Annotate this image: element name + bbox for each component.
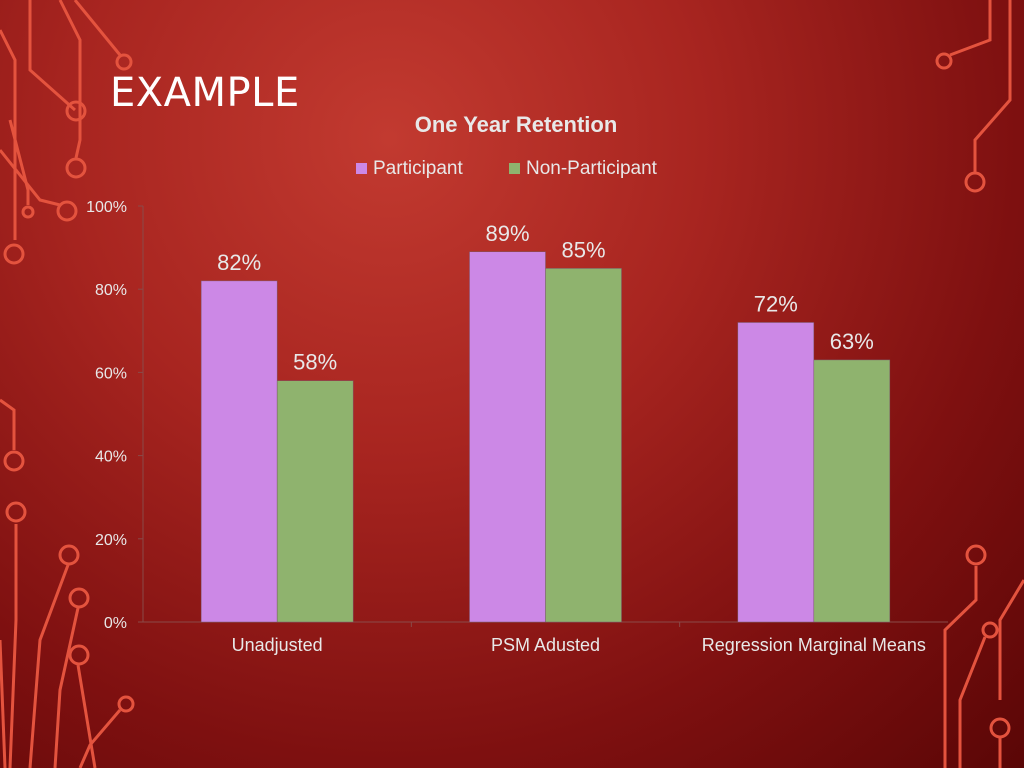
- y-tick-label: 80%: [95, 282, 127, 299]
- data-label: 58%: [293, 350, 337, 375]
- x-tick-label: Unadjusted: [232, 635, 323, 655]
- data-label: 89%: [485, 221, 529, 246]
- data-label: 63%: [830, 329, 874, 354]
- data-label: 82%: [217, 250, 261, 275]
- y-tick-label: 100%: [86, 199, 127, 216]
- bar-participant: [200, 280, 278, 623]
- bar-participant: [737, 322, 815, 623]
- chart-bars: [200, 251, 891, 623]
- legend-label-participant: Participant: [373, 158, 463, 179]
- y-tick-label: 40%: [95, 449, 127, 466]
- y-tick-label: 20%: [95, 532, 127, 549]
- y-tick-label: 60%: [95, 365, 127, 382]
- legend-swatch-participant: [356, 163, 367, 174]
- y-tick-label: 0%: [104, 615, 127, 632]
- bar-non-participant: [545, 268, 622, 623]
- data-label: 85%: [561, 237, 605, 262]
- x-tick-label: Regression Marginal Means: [702, 635, 926, 655]
- x-tick-label: PSM Adusted: [491, 635, 600, 655]
- legend: Participant Non-Participant: [356, 158, 658, 179]
- chart-title: One Year Retention: [415, 112, 618, 137]
- bar-participant: [469, 251, 546, 623]
- bar-non-participant: [813, 359, 891, 623]
- bar-non-participant: [276, 380, 354, 623]
- legend-swatch-non-participant: [509, 163, 520, 174]
- slide-title: EXAMPLE: [110, 70, 300, 116]
- chart-data-labels: 82% 89% 72% 58% 85% 63%: [217, 221, 874, 375]
- data-label: 72%: [754, 291, 798, 316]
- legend-label-non-participant: Non-Participant: [526, 158, 658, 179]
